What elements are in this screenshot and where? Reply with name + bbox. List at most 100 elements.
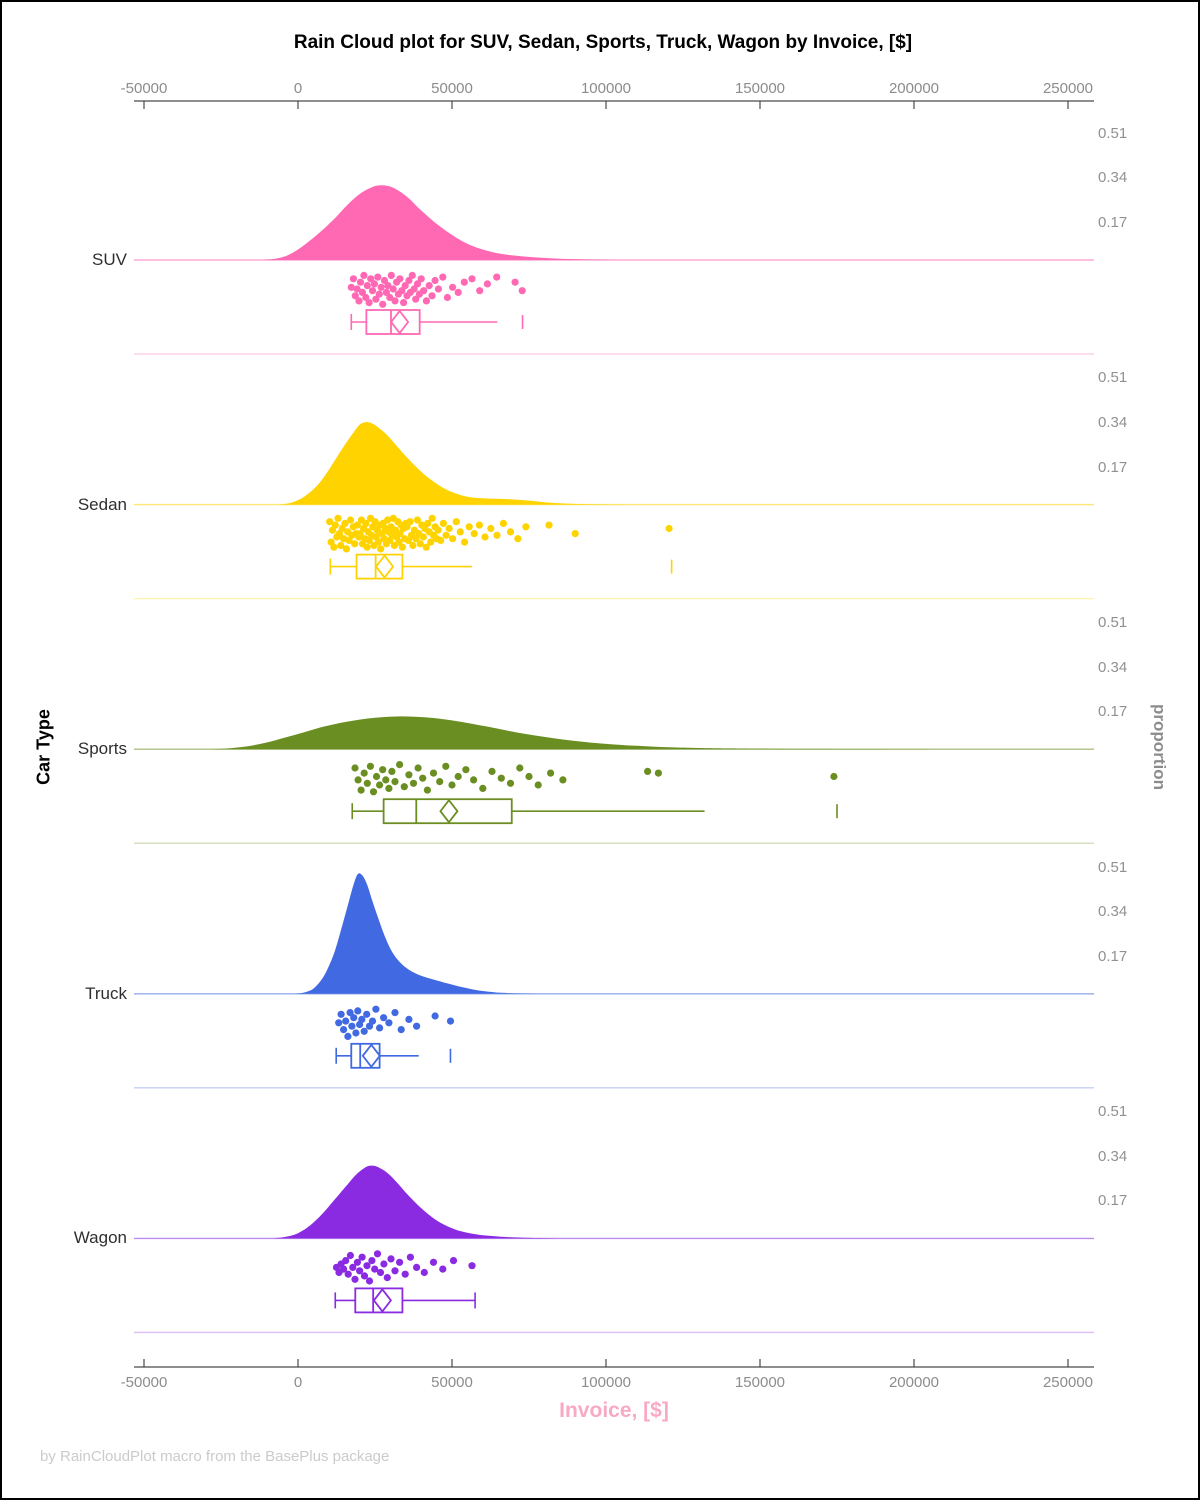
rain-point xyxy=(434,285,442,293)
rain-point xyxy=(380,1014,388,1022)
proportion-tick-label: 0.34 xyxy=(1098,903,1128,921)
rain-point xyxy=(419,533,427,541)
rain-point xyxy=(347,283,355,291)
x-tick-label-bottom: 200000 xyxy=(888,1374,940,1391)
rain-point xyxy=(363,779,371,787)
rain-point xyxy=(372,772,381,781)
rain-point xyxy=(354,776,362,784)
rain-point xyxy=(374,538,382,546)
rain-point xyxy=(439,1265,447,1273)
rain-point xyxy=(439,273,447,281)
rain-point xyxy=(346,516,355,524)
rain-point xyxy=(525,772,533,781)
rain-point xyxy=(356,1267,364,1275)
rain-point xyxy=(396,1258,404,1266)
rain-point xyxy=(470,530,478,538)
rain-point xyxy=(346,1251,354,1260)
band-Wagon xyxy=(134,1165,1094,1334)
rain-point xyxy=(493,531,501,539)
rain-point xyxy=(534,781,542,789)
rain-point xyxy=(368,1257,376,1265)
rain-point xyxy=(506,528,515,536)
rain-point xyxy=(499,519,507,528)
rain-point xyxy=(387,1255,395,1263)
rain-point xyxy=(449,283,457,291)
rain-point xyxy=(443,293,451,302)
rain-point xyxy=(380,276,389,285)
rain-SUV xyxy=(347,271,526,308)
rain-point xyxy=(342,1017,350,1025)
box-Wagon xyxy=(334,1287,476,1314)
rain-point xyxy=(352,1029,360,1037)
rain-point xyxy=(334,514,342,522)
rain-point xyxy=(350,1014,358,1022)
rain-point xyxy=(344,1032,352,1040)
rain-point xyxy=(340,1265,348,1273)
category-label-sports: Sports xyxy=(77,739,127,759)
mean-diamond xyxy=(361,1043,381,1069)
rain-Wagon xyxy=(332,1250,476,1285)
rain-point xyxy=(470,776,478,784)
rain-point xyxy=(382,288,390,296)
rain-point xyxy=(449,535,457,543)
rain-point xyxy=(373,1250,382,1258)
rain-point xyxy=(376,1268,385,1277)
rain-point xyxy=(365,1277,374,1285)
rain-point xyxy=(375,290,383,298)
rain-point xyxy=(417,275,425,283)
y-axis-title: Car Type xyxy=(33,709,54,785)
rain-point xyxy=(406,518,414,526)
rain-point xyxy=(351,764,359,772)
proportion-tick-label: 0.34 xyxy=(1098,169,1128,187)
rain-point xyxy=(377,283,385,291)
rain-point xyxy=(454,772,462,781)
rain-point xyxy=(571,530,579,538)
rain-point xyxy=(423,786,431,794)
box-Sedan xyxy=(329,553,673,580)
rain-point xyxy=(377,545,385,553)
rain-point xyxy=(362,519,370,528)
rain-point xyxy=(431,276,439,285)
rain-point xyxy=(547,769,555,777)
band-Truck xyxy=(134,873,1094,1089)
rain-point xyxy=(346,1009,354,1017)
box-Truck xyxy=(335,1042,452,1069)
rain-point xyxy=(354,1007,362,1015)
rain-point xyxy=(405,276,413,285)
rain-point xyxy=(351,292,359,300)
rain-point xyxy=(475,521,483,529)
rain-point xyxy=(398,543,406,551)
rain-point xyxy=(476,287,484,295)
rain-Sports xyxy=(351,761,838,796)
rain-point xyxy=(436,778,444,786)
category-label-wagon: Wagon xyxy=(73,1228,127,1248)
rain-point xyxy=(405,771,413,779)
rain-point xyxy=(368,1017,377,1025)
rain-point xyxy=(368,287,377,295)
rain-point xyxy=(376,1024,384,1032)
x-tick-label-bottom: 100000 xyxy=(580,1374,632,1391)
rain-point xyxy=(483,280,491,288)
rain-point xyxy=(413,1263,421,1271)
box-SUV xyxy=(350,309,524,335)
rain-point xyxy=(559,776,567,784)
rain-point xyxy=(365,299,373,307)
proportion-tick-label: 0.17 xyxy=(1098,458,1128,476)
band-Sedan xyxy=(134,422,1094,600)
box-Sports xyxy=(351,798,838,825)
x-tick-label-bottom: 50000 xyxy=(431,1374,473,1391)
rain-point xyxy=(654,769,663,777)
rain-point xyxy=(456,528,464,536)
rain-point xyxy=(424,519,432,528)
rain-point xyxy=(363,1010,371,1018)
rain-point xyxy=(409,779,418,787)
rain-point xyxy=(391,1009,399,1017)
rain-point xyxy=(362,293,370,302)
proportion-tick-label: 0.51 xyxy=(1098,1103,1128,1121)
rain-point xyxy=(522,523,530,531)
rain-point xyxy=(481,533,489,541)
proportion-tick-label: 0.17 xyxy=(1098,947,1128,965)
rain-point xyxy=(330,543,338,551)
rain-point xyxy=(506,779,515,787)
rain-point xyxy=(356,278,365,286)
